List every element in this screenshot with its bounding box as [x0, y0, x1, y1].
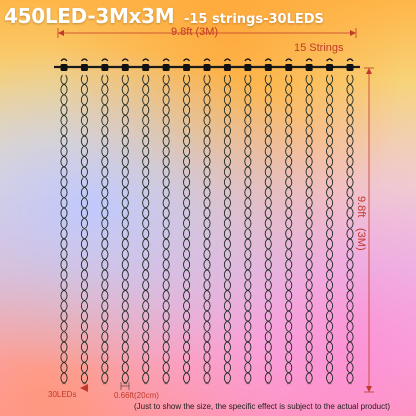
- light-string: [326, 58, 334, 385]
- hook-icon: [285, 58, 293, 62]
- string-wire: [101, 74, 109, 385]
- title-sub: -15 strings-30LEDS: [183, 12, 324, 27]
- light-string: [142, 58, 150, 385]
- string-wire: [244, 74, 252, 385]
- clip-icon: [121, 64, 129, 71]
- hook-icon: [183, 58, 191, 62]
- light-string: [244, 58, 252, 385]
- clip-icon: [101, 64, 109, 71]
- clip-icon: [183, 64, 191, 71]
- light-string: [183, 58, 191, 385]
- height-label-feet: 9.8ft: [355, 196, 367, 218]
- clip-icon: [223, 64, 231, 71]
- spacing-bracket: [120, 382, 130, 390]
- spacing-label: 0.66ft(20cm): [114, 391, 159, 400]
- clip-icon: [203, 64, 211, 71]
- string-wire: [264, 74, 272, 385]
- title-main: 450LED-3Mx3M: [4, 4, 175, 28]
- light-string: [60, 58, 68, 385]
- light-string: [285, 58, 293, 385]
- light-string: [101, 58, 109, 385]
- light-string: [223, 58, 231, 385]
- light-string: [80, 58, 88, 385]
- clip-icon: [346, 64, 354, 71]
- hook-icon: [346, 58, 354, 62]
- string-wire: [223, 74, 231, 385]
- string-wire: [142, 74, 150, 385]
- clip-icon: [80, 64, 88, 71]
- light-string: [121, 58, 129, 385]
- clip-icon: [142, 64, 150, 71]
- height-label-meters: (3M): [355, 228, 367, 251]
- hook-icon: [121, 58, 129, 62]
- string-wire: [203, 74, 211, 385]
- hook-icon: [80, 58, 88, 62]
- leds-label: 30LEDs: [48, 390, 77, 399]
- hook-icon: [162, 58, 170, 62]
- string-wire: [183, 74, 191, 385]
- hook-icon: [326, 58, 334, 62]
- clip-icon: [264, 64, 272, 71]
- strings-label: 15 Strings: [294, 42, 344, 54]
- hook-icon: [264, 58, 272, 62]
- light-string: [305, 58, 313, 385]
- string-wire: [121, 74, 129, 385]
- string-wire: [326, 74, 334, 385]
- clip-icon: [326, 64, 334, 71]
- hook-icon: [223, 58, 231, 62]
- leds-arrow: [80, 384, 88, 392]
- string-wire: [162, 74, 170, 385]
- hook-icon: [142, 58, 150, 62]
- light-string: [203, 58, 211, 385]
- light-string: [264, 58, 272, 385]
- clip-icon: [162, 64, 170, 71]
- string-wire: [80, 74, 88, 385]
- hook-icon: [244, 58, 252, 62]
- footnote: (Just to show the size, the specific eff…: [134, 402, 390, 411]
- string-wire: [305, 74, 313, 385]
- height-dimension: [364, 67, 374, 393]
- light-strings: [60, 58, 354, 385]
- width-dimension: [57, 28, 357, 38]
- clip-icon: [244, 64, 252, 71]
- hook-icon: [60, 58, 68, 62]
- string-wire: [60, 74, 68, 385]
- width-label: 9.8ft (3M): [171, 26, 219, 38]
- hook-icon: [203, 58, 211, 62]
- title: 450LED-3Mx3M -15 strings-30LEDS: [4, 4, 324, 28]
- light-string: [346, 58, 354, 385]
- string-wire: [285, 74, 293, 385]
- hook-icon: [101, 58, 109, 62]
- hook-icon: [305, 58, 313, 62]
- clip-icon: [305, 64, 313, 71]
- clip-icon: [285, 64, 293, 71]
- string-wire: [346, 74, 354, 385]
- light-string: [162, 58, 170, 385]
- clip-icon: [60, 64, 68, 71]
